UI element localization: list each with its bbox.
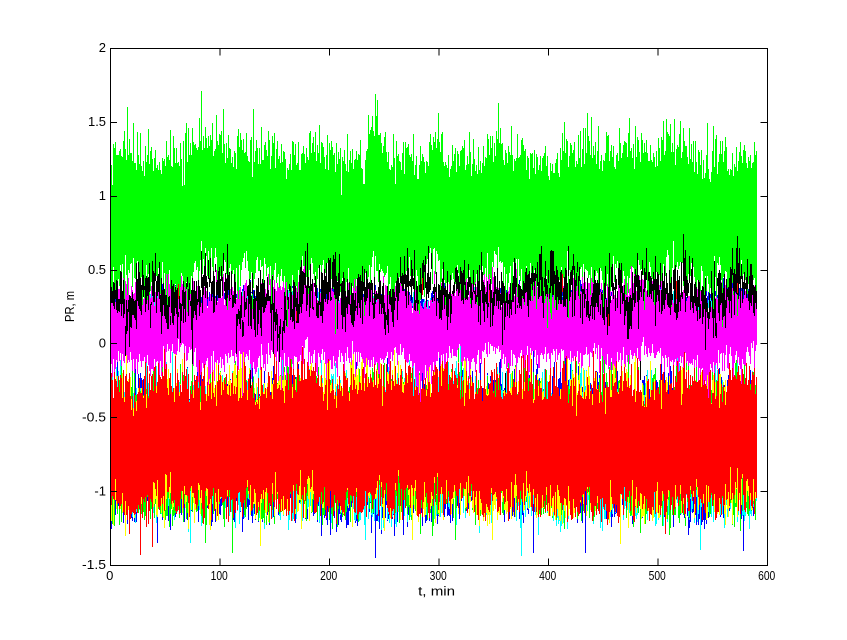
svg-text:-1: -1 bbox=[94, 483, 106, 498]
svg-text:100: 100 bbox=[211, 568, 228, 583]
svg-text:400: 400 bbox=[539, 568, 556, 583]
svg-text:1.5: 1.5 bbox=[88, 114, 106, 129]
svg-text:1: 1 bbox=[99, 188, 106, 203]
svg-text:300: 300 bbox=[430, 568, 447, 583]
svg-text:t, min: t, min bbox=[418, 584, 455, 599]
svg-text:2: 2 bbox=[99, 40, 106, 55]
svg-text:-1.5: -1.5 bbox=[82, 557, 106, 572]
svg-text:0.5: 0.5 bbox=[88, 262, 106, 277]
svg-text:0: 0 bbox=[99, 336, 106, 351]
svg-text:0: 0 bbox=[106, 568, 113, 583]
svg-text:500: 500 bbox=[649, 568, 666, 583]
svg-text:-0.5: -0.5 bbox=[82, 410, 106, 425]
svg-text:600: 600 bbox=[758, 568, 775, 583]
svg-text:PR, m: PR, m bbox=[62, 291, 77, 322]
svg-text:200: 200 bbox=[320, 568, 337, 583]
